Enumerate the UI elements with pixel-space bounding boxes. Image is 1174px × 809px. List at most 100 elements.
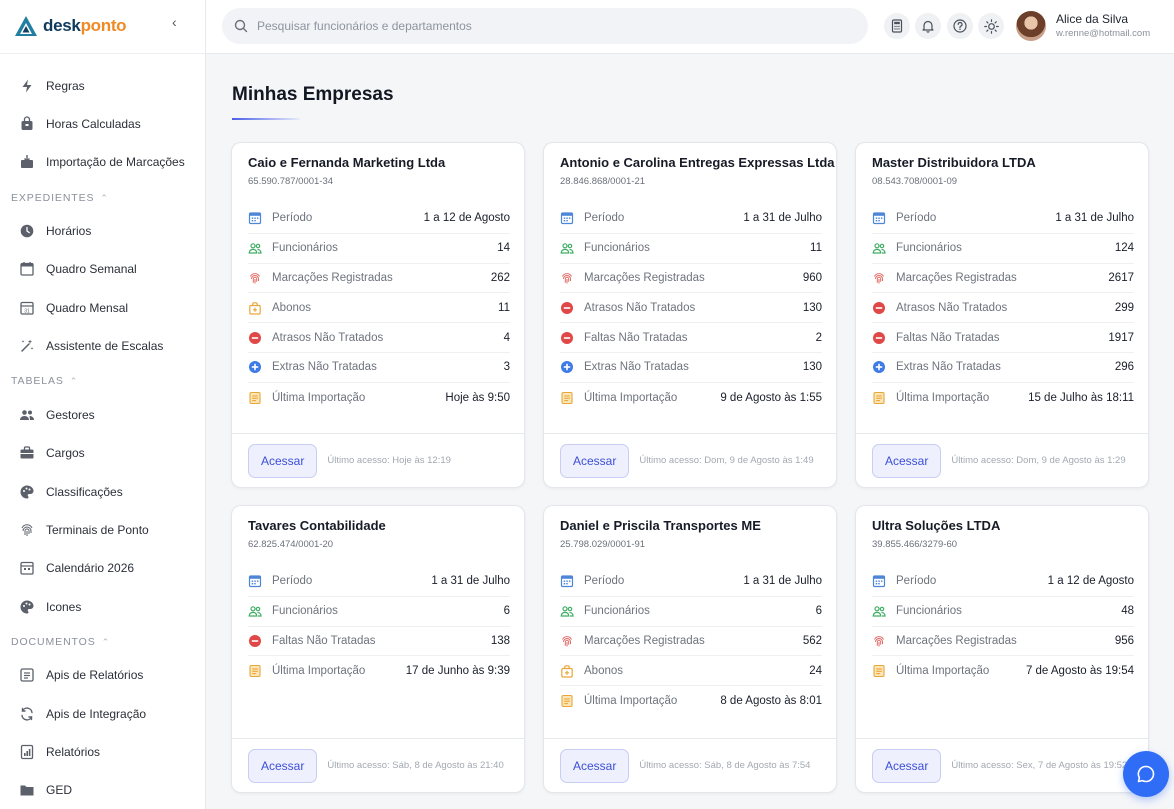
sidebar-item-apis-de-relatorios[interactable]: Apis de Relatórios bbox=[0, 658, 205, 692]
company-name[interactable]: Master Distribuidora LTDA bbox=[872, 155, 1036, 170]
stat-label: Funcionários bbox=[896, 242, 962, 255]
sidebar-item-relatorios[interactable]: Relatórios bbox=[0, 735, 205, 769]
company-name[interactable]: Tavares Contabilidade bbox=[248, 518, 386, 533]
chevron-up-icon: ⌃ bbox=[100, 192, 109, 203]
sidebar-item-label: GED bbox=[46, 783, 73, 797]
api-icon bbox=[19, 667, 35, 683]
brand-logo[interactable]: deskponto bbox=[14, 12, 127, 40]
company-card: Master Distribuidora LTDA 08.543.708/0001… bbox=[855, 142, 1149, 488]
plus-circle-icon bbox=[248, 360, 262, 374]
stat-row-funcionarios: Funcionários 6 bbox=[248, 597, 510, 627]
stat-row-marcacoes-registradas: Marcações Registradas 956 bbox=[872, 627, 1134, 657]
sidebar-item-ged[interactable]: GED bbox=[0, 773, 205, 807]
sidebar-item-icones[interactable]: Icones bbox=[0, 590, 205, 624]
acessar-button[interactable]: Acessar bbox=[872, 443, 942, 478]
avatar[interactable] bbox=[1016, 11, 1046, 41]
stat-label: Faltas Não Tratadas bbox=[584, 331, 688, 344]
stat-value: 130 bbox=[802, 361, 822, 374]
stat-row-periodo: Período 1 a 31 de Julho bbox=[248, 567, 510, 597]
stat-value: 17 de Junho às 9:39 bbox=[405, 665, 510, 678]
stat-row-extras-nao-tratadas: Extras Não Tratadas 130 bbox=[560, 353, 822, 383]
last-access: Último acesso: Dom, 9 de Agosto às 1:29 bbox=[951, 455, 1126, 466]
company-name[interactable]: Daniel e Priscila Transportes ME bbox=[560, 518, 761, 533]
sidebar-item-horarios[interactable]: Horários bbox=[0, 214, 205, 248]
calendar-icon bbox=[872, 574, 886, 588]
notifications-button[interactable] bbox=[915, 13, 941, 39]
stat-value: 299 bbox=[1114, 301, 1134, 314]
company-name[interactable]: Caio e Fernanda Marketing Ltda bbox=[248, 155, 446, 170]
acessar-button[interactable]: Acessar bbox=[560, 443, 630, 478]
acessar-button[interactable]: Acessar bbox=[248, 443, 318, 478]
stat-row-funcionarios: Funcionários 6 bbox=[560, 597, 822, 627]
stat-row-ultima-importacao: Última Importação 7 de Agosto às 19:54 bbox=[872, 656, 1134, 686]
stat-row-abonos: Abonos 11 bbox=[248, 293, 510, 324]
minus-circle-icon bbox=[560, 301, 574, 315]
user-name[interactable]: Alice da Silva bbox=[1056, 12, 1129, 26]
stat-label: Período bbox=[272, 212, 313, 225]
sidebar-item-assistente-de-escalas[interactable]: Assistente de Escalas bbox=[0, 329, 205, 363]
stat-row-ultima-importacao: Última Importação 9 de Agosto às 1:55 bbox=[560, 383, 822, 413]
sidebar-item-regras[interactable]: Regras bbox=[0, 69, 205, 103]
stat-row-atrasos-nao-tratados: Atrasos Não Tratados 4 bbox=[248, 323, 510, 353]
title-underline bbox=[232, 118, 300, 120]
sidebar-item-importacao-de-marcacoes[interactable]: Importação de Marcações bbox=[0, 145, 205, 179]
company-stats: Período 1 a 12 de Agosto Funcionários 48 Mar… bbox=[872, 567, 1134, 686]
stat-label: Atrasos Não Tratados bbox=[896, 301, 1008, 314]
stat-label: Período bbox=[584, 575, 625, 588]
sidebar-divider bbox=[0, 53, 206, 54]
sidebar-item-calendario-2026[interactable]: Calendário 2026 bbox=[0, 551, 205, 585]
sidebar-section-expedientes[interactable]: EXPEDIENTES ⌃ bbox=[11, 192, 109, 204]
calendar-icon bbox=[872, 211, 886, 225]
company-cnpj: 62.825.474/0001-20 bbox=[248, 539, 334, 550]
company-name[interactable]: Antonio e Carolina Entregas Expressas Lt… bbox=[560, 155, 835, 170]
sidebar-item-apis-de-integracao[interactable]: Apis de Integração bbox=[0, 697, 205, 731]
stat-value: 1 a 12 de Agosto bbox=[1047, 575, 1134, 588]
stat-value: Hoje às 9:50 bbox=[445, 391, 510, 404]
card-footer: Acessar Último acesso: Sáb, 8 de Agosto à… bbox=[544, 738, 836, 792]
company-card: Ultra Soluções LTDA 39.855.466/3279-60 Per… bbox=[855, 505, 1149, 793]
acessar-button[interactable]: Acessar bbox=[560, 748, 630, 783]
stat-row-periodo: Período 1 a 31 de Julho bbox=[560, 204, 822, 234]
help-button[interactable] bbox=[947, 13, 973, 39]
company-name[interactable]: Ultra Soluções LTDA bbox=[872, 518, 1001, 533]
stat-row-funcionarios: Funcionários 11 bbox=[560, 234, 822, 264]
search-bar[interactable] bbox=[222, 8, 868, 44]
calendar-icon bbox=[560, 574, 574, 588]
stat-value: 15 de Julho às 18:11 bbox=[1028, 391, 1134, 404]
sidebar-section-tabelas[interactable]: TABELAS ⌃ bbox=[11, 375, 78, 387]
sidebar-item-cargos[interactable]: Cargos bbox=[0, 436, 205, 470]
stat-row-periodo: Período 1 a 31 de Julho bbox=[872, 204, 1134, 234]
main-content: Minhas Empresas Caio e Fernanda Marketin… bbox=[206, 54, 1174, 809]
collapse-sidebar-icon[interactable]: ‹ bbox=[172, 14, 177, 30]
sidebar-item-terminais-de-ponto[interactable]: Terminais de Ponto bbox=[0, 513, 205, 547]
stat-label: Marcações Registradas bbox=[896, 634, 1017, 647]
stat-label: Última Importação bbox=[584, 695, 678, 708]
sidebar-section-label: TABELAS bbox=[11, 375, 64, 387]
chat-button[interactable] bbox=[1123, 751, 1169, 797]
fingerprint-icon bbox=[872, 271, 886, 285]
acessar-button[interactable]: Acessar bbox=[248, 748, 318, 783]
sidebar-item-classificacoes[interactable]: Classificações bbox=[0, 475, 205, 509]
stat-label: Última Importação bbox=[896, 665, 990, 678]
stat-value: 2617 bbox=[1108, 271, 1134, 284]
stat-row-ultima-importacao: Última Importação 17 de Junho às 9:39 bbox=[248, 656, 510, 686]
search-input[interactable] bbox=[257, 19, 837, 33]
sidebar-item-quadro-mensal[interactable]: 31 Quadro Mensal bbox=[0, 291, 205, 325]
search-icon bbox=[234, 19, 248, 33]
stat-value: 24 bbox=[809, 664, 822, 677]
sidebar-section-documentos[interactable]: DOCUMENTOS ⌃ bbox=[11, 636, 110, 648]
stat-row-faltas-nao-tratadas: Faltas Não Tratadas 2 bbox=[560, 323, 822, 353]
sidebar-item-horas-calculadas[interactable]: Horas Calculadas bbox=[0, 107, 205, 141]
calculator-button[interactable] bbox=[884, 13, 910, 39]
sidebar-item-gestores[interactable]: Gestores bbox=[0, 398, 205, 432]
sidebar-item-label: Icones bbox=[46, 600, 82, 614]
stat-label: Atrasos Não Tratados bbox=[584, 301, 696, 314]
stat-row-atrasos-nao-tratados: Atrasos Não Tratados 299 bbox=[872, 293, 1134, 324]
sidebar-item-label: Horas Calculadas bbox=[46, 117, 141, 131]
help-icon bbox=[953, 19, 967, 33]
sidebar-item-quadro-semanal[interactable]: Quadro Semanal bbox=[0, 252, 205, 286]
acessar-button[interactable]: Acessar bbox=[872, 748, 942, 783]
theme-toggle-button[interactable] bbox=[978, 13, 1004, 39]
fingerprint-icon bbox=[19, 522, 35, 538]
stat-value: 1 a 31 de Julho bbox=[431, 575, 510, 588]
